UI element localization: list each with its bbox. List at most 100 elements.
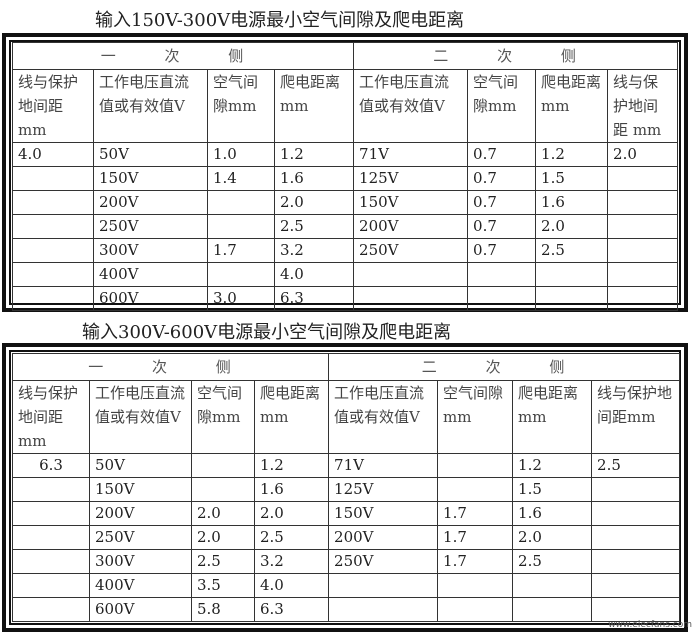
- column-header: 线与保护地间距mm: [591, 380, 681, 454]
- table-cell: 1.6: [253, 477, 330, 502]
- table-cell: 5.8: [191, 597, 255, 622]
- table-cell: 150V: [328, 501, 439, 526]
- table-cell: 2.0: [191, 525, 255, 550]
- table-cell: [328, 573, 439, 598]
- table-cell: [12, 573, 90, 598]
- table-cell: [353, 262, 469, 287]
- table-cell: [12, 190, 94, 215]
- table-cell: [591, 573, 681, 598]
- table-cell: 2.0: [512, 525, 593, 550]
- table-cell: 250V: [89, 525, 192, 550]
- table-cell: 2.5: [273, 214, 355, 239]
- table-cell: 2.5: [512, 549, 593, 574]
- table-cell: [591, 549, 681, 574]
- table-cell: 200V: [328, 525, 439, 550]
- table-cell: [12, 501, 90, 526]
- column-header: 线与保护地间距 mm: [12, 69, 94, 143]
- table-cell: 3.2: [273, 238, 355, 263]
- table-2-title: 输入300V-600V电源最小空气间隙及爬电距离: [82, 322, 452, 343]
- table-cell: 2.0: [253, 501, 330, 526]
- clearance-table-150-300v: 一 次 侧二 次 侧线与保护地间距 mm 工作电压直流值或有效值V 空气间隙mm 爬电…: [11, 42, 679, 311]
- table-cell: 250V: [353, 238, 469, 263]
- table-row: 300V 1.7 3.2 250V 0.7 2.5: [12, 238, 679, 263]
- table-row: 200V 2.0 2.0 150V 1.7 1.6: [12, 501, 681, 526]
- table-cell: [591, 477, 681, 502]
- watermark-logo: www.elecfans.com: [608, 620, 692, 630]
- table-cell: 6.3: [253, 597, 330, 622]
- table-row: 4.0 50V 1.0 1.2 71V 0.7 1.2 2.0: [12, 142, 679, 167]
- column-header: 爬电距离mm: [535, 69, 609, 143]
- table-cell: [12, 597, 90, 622]
- table-cell: 4.0: [12, 142, 94, 167]
- column-header: 空气间隙mm: [207, 69, 275, 143]
- table-cell: 1.6: [273, 166, 355, 191]
- table-cell: [191, 453, 255, 478]
- side-header-row: 一 次 侧二 次 侧: [11, 353, 681, 381]
- table-cell: 1.7: [437, 501, 514, 526]
- table-cell: [12, 262, 94, 287]
- table-cell: 200V: [353, 214, 469, 239]
- table-cell: 50V: [89, 453, 192, 478]
- table-cell: 4.0: [273, 262, 355, 287]
- table-cell: [607, 190, 679, 215]
- table-cell: 250V: [93, 214, 208, 239]
- column-header: 爬电距离mm: [253, 380, 330, 454]
- table-cell: 0.7: [467, 190, 537, 215]
- table-cell: 1.2: [273, 142, 355, 167]
- table-cell: 2.0: [273, 190, 355, 215]
- table-cell: [191, 477, 255, 502]
- table-cell: [12, 477, 90, 502]
- table-cell: 1.2: [512, 453, 593, 478]
- table-row: 400V 4.0: [12, 262, 679, 287]
- table-cell: [512, 597, 593, 622]
- table-cell: [535, 262, 609, 287]
- table-cell: [353, 286, 469, 311]
- table-cell: [437, 573, 514, 598]
- table-cell: 300V: [89, 549, 192, 574]
- table-cell: 125V: [353, 166, 469, 191]
- column-header: 工作电压直流值或有效值V: [353, 69, 469, 143]
- table-cell: 3.2: [253, 549, 330, 574]
- table-cell: 71V: [328, 453, 439, 478]
- table-cell: 400V: [93, 262, 208, 287]
- column-header: 工作电压直流值或有效值V: [93, 69, 208, 143]
- table-cell: 6.3: [12, 453, 90, 478]
- table-cell: 2.0: [607, 142, 679, 167]
- table-cell: 125V: [328, 477, 439, 502]
- column-header: 线与保护地间距 mm: [12, 380, 90, 454]
- table-cell: 250V: [328, 549, 439, 574]
- column-header: 工作电压直流值或有效值V: [328, 380, 439, 454]
- table-cell: 600V: [93, 286, 208, 311]
- table-cell: [535, 286, 609, 311]
- column-header: 爬电距离mm: [273, 69, 355, 143]
- table-cell: 3.0: [207, 286, 275, 311]
- table-cell: 1.7: [437, 549, 514, 574]
- table-cell: [328, 597, 439, 622]
- table-cell: [12, 525, 90, 550]
- side-header-row: 一 次 侧二 次 侧: [11, 42, 679, 70]
- table-row: 200V 2.0 150V 0.7 1.6: [12, 190, 679, 215]
- table-row: 250V 2.5 200V 0.7 2.0: [12, 214, 679, 239]
- table-cell: [607, 238, 679, 263]
- table-cell: 2.0: [535, 214, 609, 239]
- table-cell: [12, 214, 94, 239]
- table-cell: 1.0: [207, 142, 275, 167]
- table-cell: [591, 597, 681, 622]
- table-cell: 600V: [89, 597, 192, 622]
- table-cell: 150V: [353, 190, 469, 215]
- table-cell: 3.5: [191, 573, 255, 598]
- primary-label: 一 次 侧: [11, 42, 355, 70]
- table-row: 600V 5.8 6.3: [12, 597, 681, 622]
- table-cell: 1.4: [207, 166, 275, 191]
- table-cell: 4.0: [253, 573, 330, 598]
- table-cell: [437, 453, 514, 478]
- table-row: 6.3 50V 1.2 71V 1.2 2.5: [12, 453, 681, 478]
- table-cell: [467, 262, 537, 287]
- table-cell: [607, 286, 679, 311]
- table-row: 250V 2.0 2.5 200V 1.7 2.0: [12, 525, 681, 550]
- table-cell: [12, 549, 90, 574]
- table-cell: 1.7: [207, 238, 275, 263]
- table-cell: [607, 262, 679, 287]
- column-header: 工作电压直流值或有效值V: [89, 380, 192, 454]
- table-cell: 1.6: [512, 501, 593, 526]
